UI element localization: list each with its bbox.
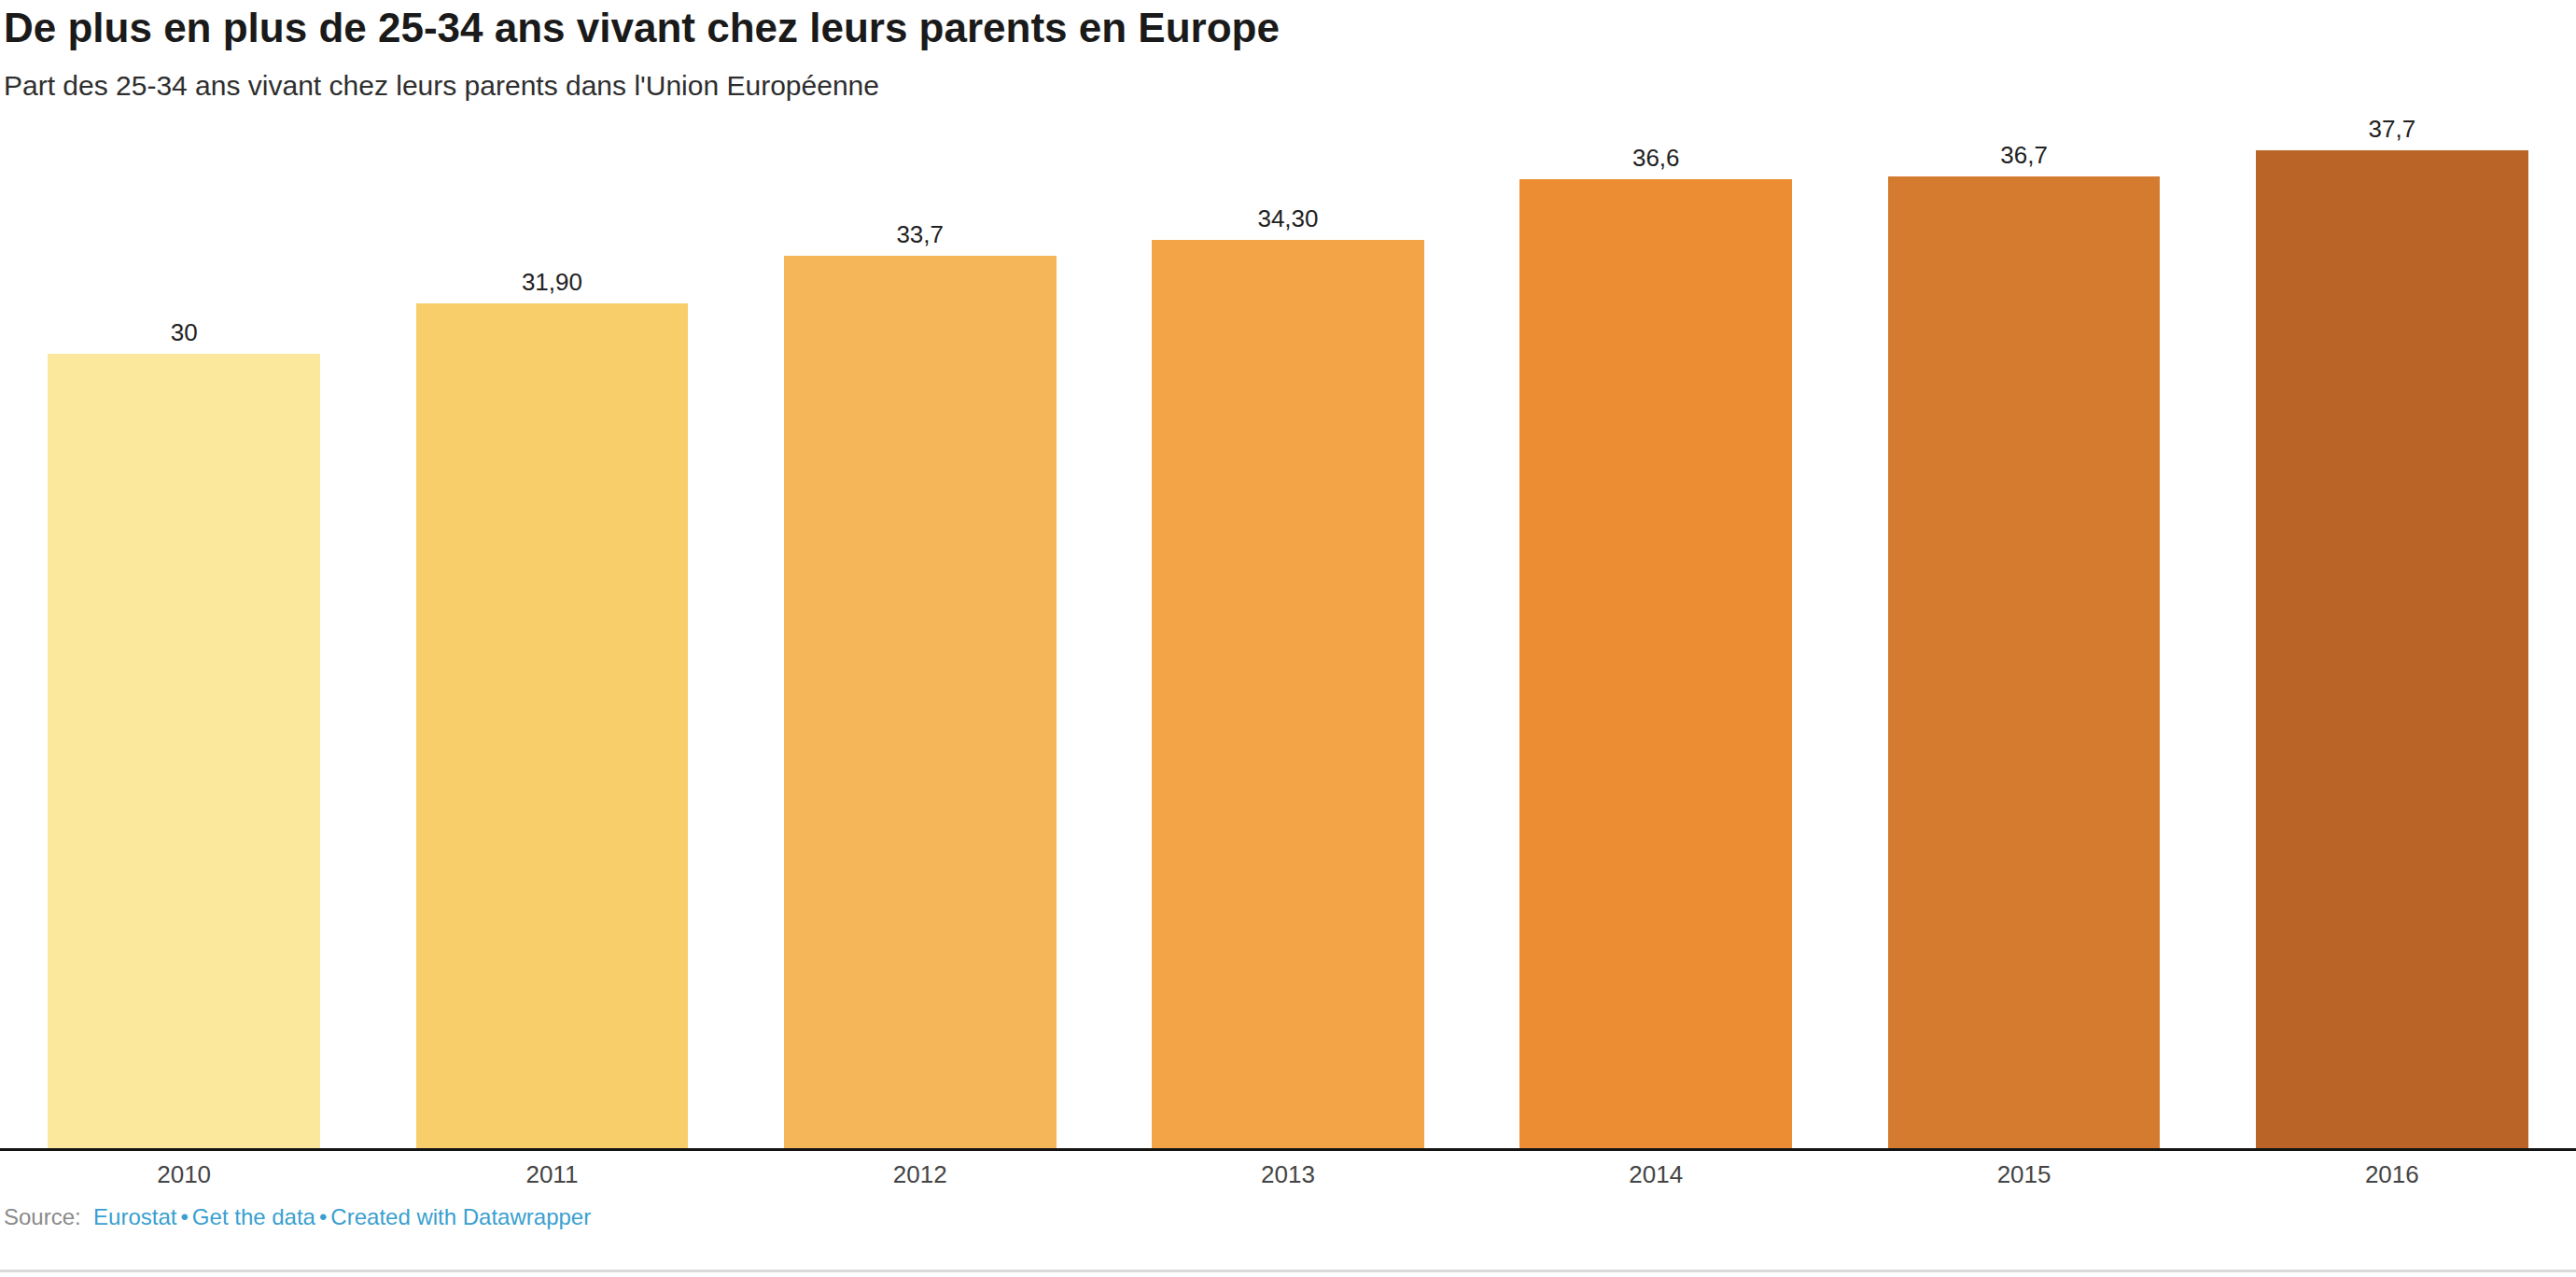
x-axis-label-2014: 2014 xyxy=(1472,1151,1840,1186)
value-label-2015: 36,7 xyxy=(2000,143,2048,167)
plot-area: 30 31,90 33,7 34,30 36,6 36,7 37,7 xyxy=(0,112,2576,1151)
value-label-2016: 37,7 xyxy=(2369,117,2416,141)
bar-2011[interactable] xyxy=(416,303,689,1148)
value-label-2013: 34,30 xyxy=(1257,206,1318,231)
chart-header: De plus en plus de 25-34 ans vivant chez… xyxy=(4,4,2572,53)
x-axis-label-2016: 2016 xyxy=(2208,1151,2576,1186)
source-link-eurostat[interactable]: Eurostat xyxy=(93,1204,176,1229)
bottom-divider xyxy=(0,1270,2576,1272)
x-axis-label-2011: 2011 xyxy=(368,1151,735,1186)
source-label: Source: xyxy=(4,1204,81,1229)
value-label-2012: 33,7 xyxy=(896,222,944,246)
x-axis-labels: 2010201120122013201420152016 xyxy=(0,1151,2576,1186)
x-axis-label-2013: 2013 xyxy=(1104,1151,1472,1186)
bar-2012[interactable] xyxy=(784,256,1057,1148)
bar-column-2016: 37,7 xyxy=(2208,112,2576,1148)
bar-chart: 3031,9033,734,3036,636,737,7 20102011201… xyxy=(0,112,2576,1186)
footer: Source: Eurostat•Get the data•Created wi… xyxy=(4,1204,591,1230)
bar-column-2012: 33,7 xyxy=(736,112,1104,1148)
x-axis-label-2015: 2015 xyxy=(1840,1151,2207,1186)
bar-2010[interactable] xyxy=(48,354,320,1148)
bar-column-2011: 31,90 xyxy=(368,112,735,1148)
x-axis-label-2010: 2010 xyxy=(0,1151,368,1186)
bar-2013[interactable] xyxy=(1152,240,1424,1148)
x-axis-label-2012: 2012 xyxy=(736,1151,1104,1186)
bar-2016[interactable] xyxy=(2256,150,2528,1148)
bar-column-2014: 36,6 xyxy=(1472,112,1840,1148)
datawrapper-credit-link[interactable]: Created with Datawrapper xyxy=(330,1204,591,1229)
chart-subtitle: Part des 25-34 ans vivant chez leurs par… xyxy=(4,67,879,104)
value-label-2011: 31,90 xyxy=(522,270,582,294)
bar-2014[interactable] xyxy=(1519,179,1792,1148)
bar-2015[interactable] xyxy=(1888,176,2161,1148)
bar-column-2015: 36,7 xyxy=(1840,112,2207,1148)
footer-separator: • xyxy=(176,1204,191,1229)
value-label-2014: 36,6 xyxy=(1632,146,1680,170)
chart-title: De plus en plus de 25-34 ans vivant chez… xyxy=(4,4,2572,53)
get-the-data-link[interactable]: Get the data xyxy=(192,1204,315,1229)
value-label-2010: 30 xyxy=(171,320,198,344)
bar-column-2013: 34,30 xyxy=(1104,112,1472,1148)
bar-column-2010: 30 xyxy=(0,112,368,1148)
footer-separator: • xyxy=(315,1204,330,1229)
